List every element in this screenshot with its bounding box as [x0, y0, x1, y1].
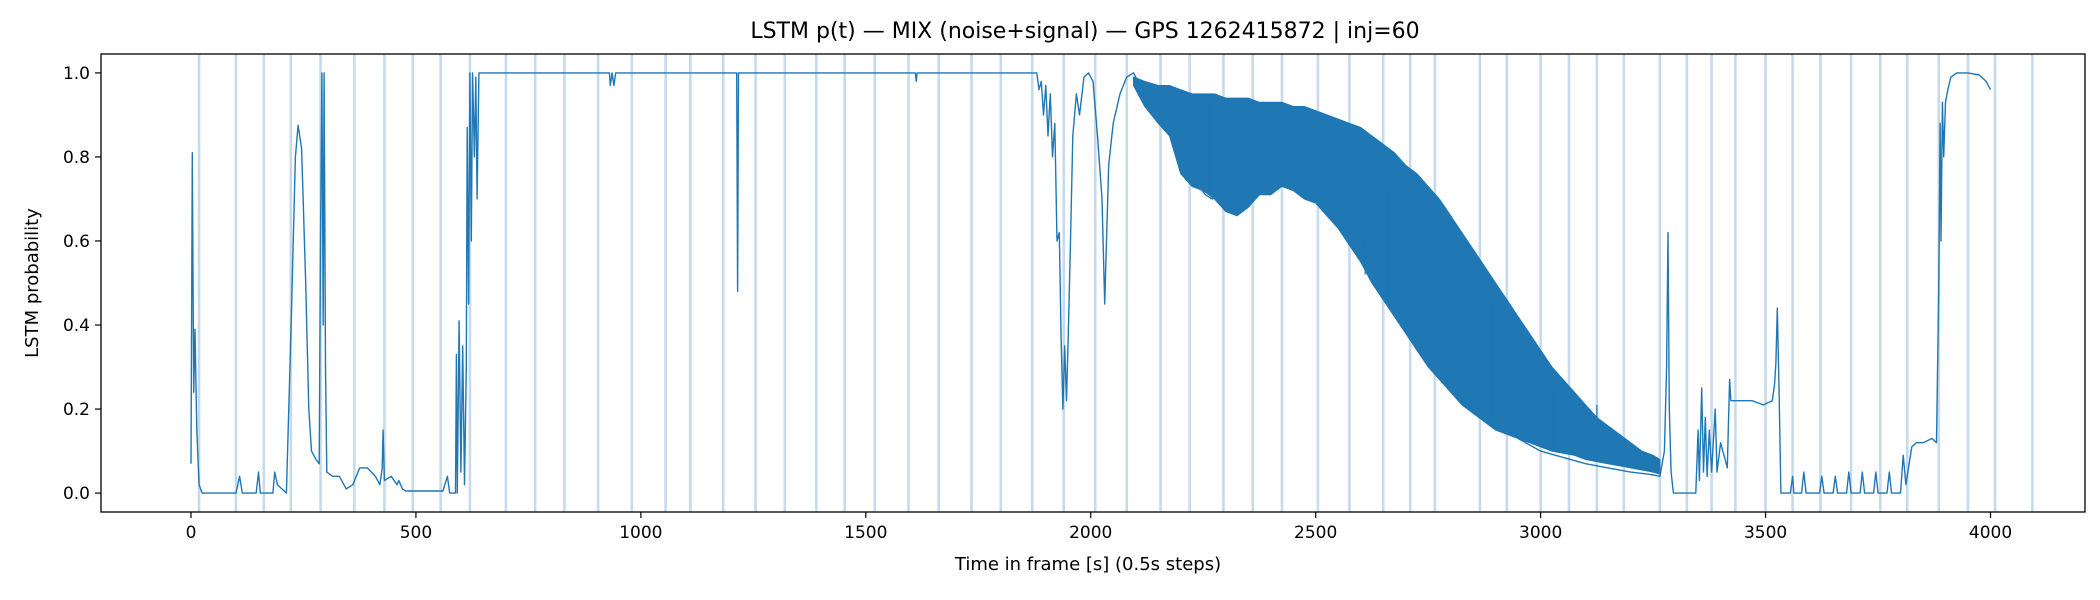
y-tick-label: 0.6 [63, 232, 90, 252]
probability-series [190, 72, 1992, 494]
x-tick-label: 3000 [1519, 523, 1562, 543]
x-axis-label: Time in frame [s] (0.5s steps) [954, 554, 1221, 575]
probability-band [1133, 76, 1661, 475]
x-tick-label: 4000 [1969, 523, 2012, 543]
y-tick-label: 0.4 [63, 316, 90, 336]
y-axis-ticks: 0.0 0.2 0.4 0.6 0.8 1.0 [63, 64, 101, 504]
x-tick-label: 1500 [844, 523, 887, 543]
x-tick-label: 3500 [1744, 523, 1787, 543]
y-axis-label: LSTM probability [22, 208, 43, 358]
y-tick-label: 1.0 [63, 64, 90, 84]
x-tick-label: 500 [400, 523, 432, 543]
plot-frame [100, 53, 2086, 513]
x-tick-label: 2000 [1069, 523, 1112, 543]
chart-title: LSTM p(t) — MIX (noise+signal) — GPS 126… [750, 19, 1419, 44]
x-tick-label: 1000 [619, 523, 662, 543]
x-tick-label: 2500 [1294, 523, 1337, 543]
x-axis-ticks: 0 500 1000 1500 2000 2500 3000 3500 4000 [186, 512, 2012, 543]
vertical-markers [197, 54, 2034, 512]
y-tick-label: 0.0 [63, 484, 90, 504]
y-tick-label: 0.8 [63, 148, 90, 168]
y-tick-label: 0.2 [63, 400, 90, 420]
x-tick-label: 0 [186, 523, 197, 543]
probability-line [190, 72, 1992, 494]
